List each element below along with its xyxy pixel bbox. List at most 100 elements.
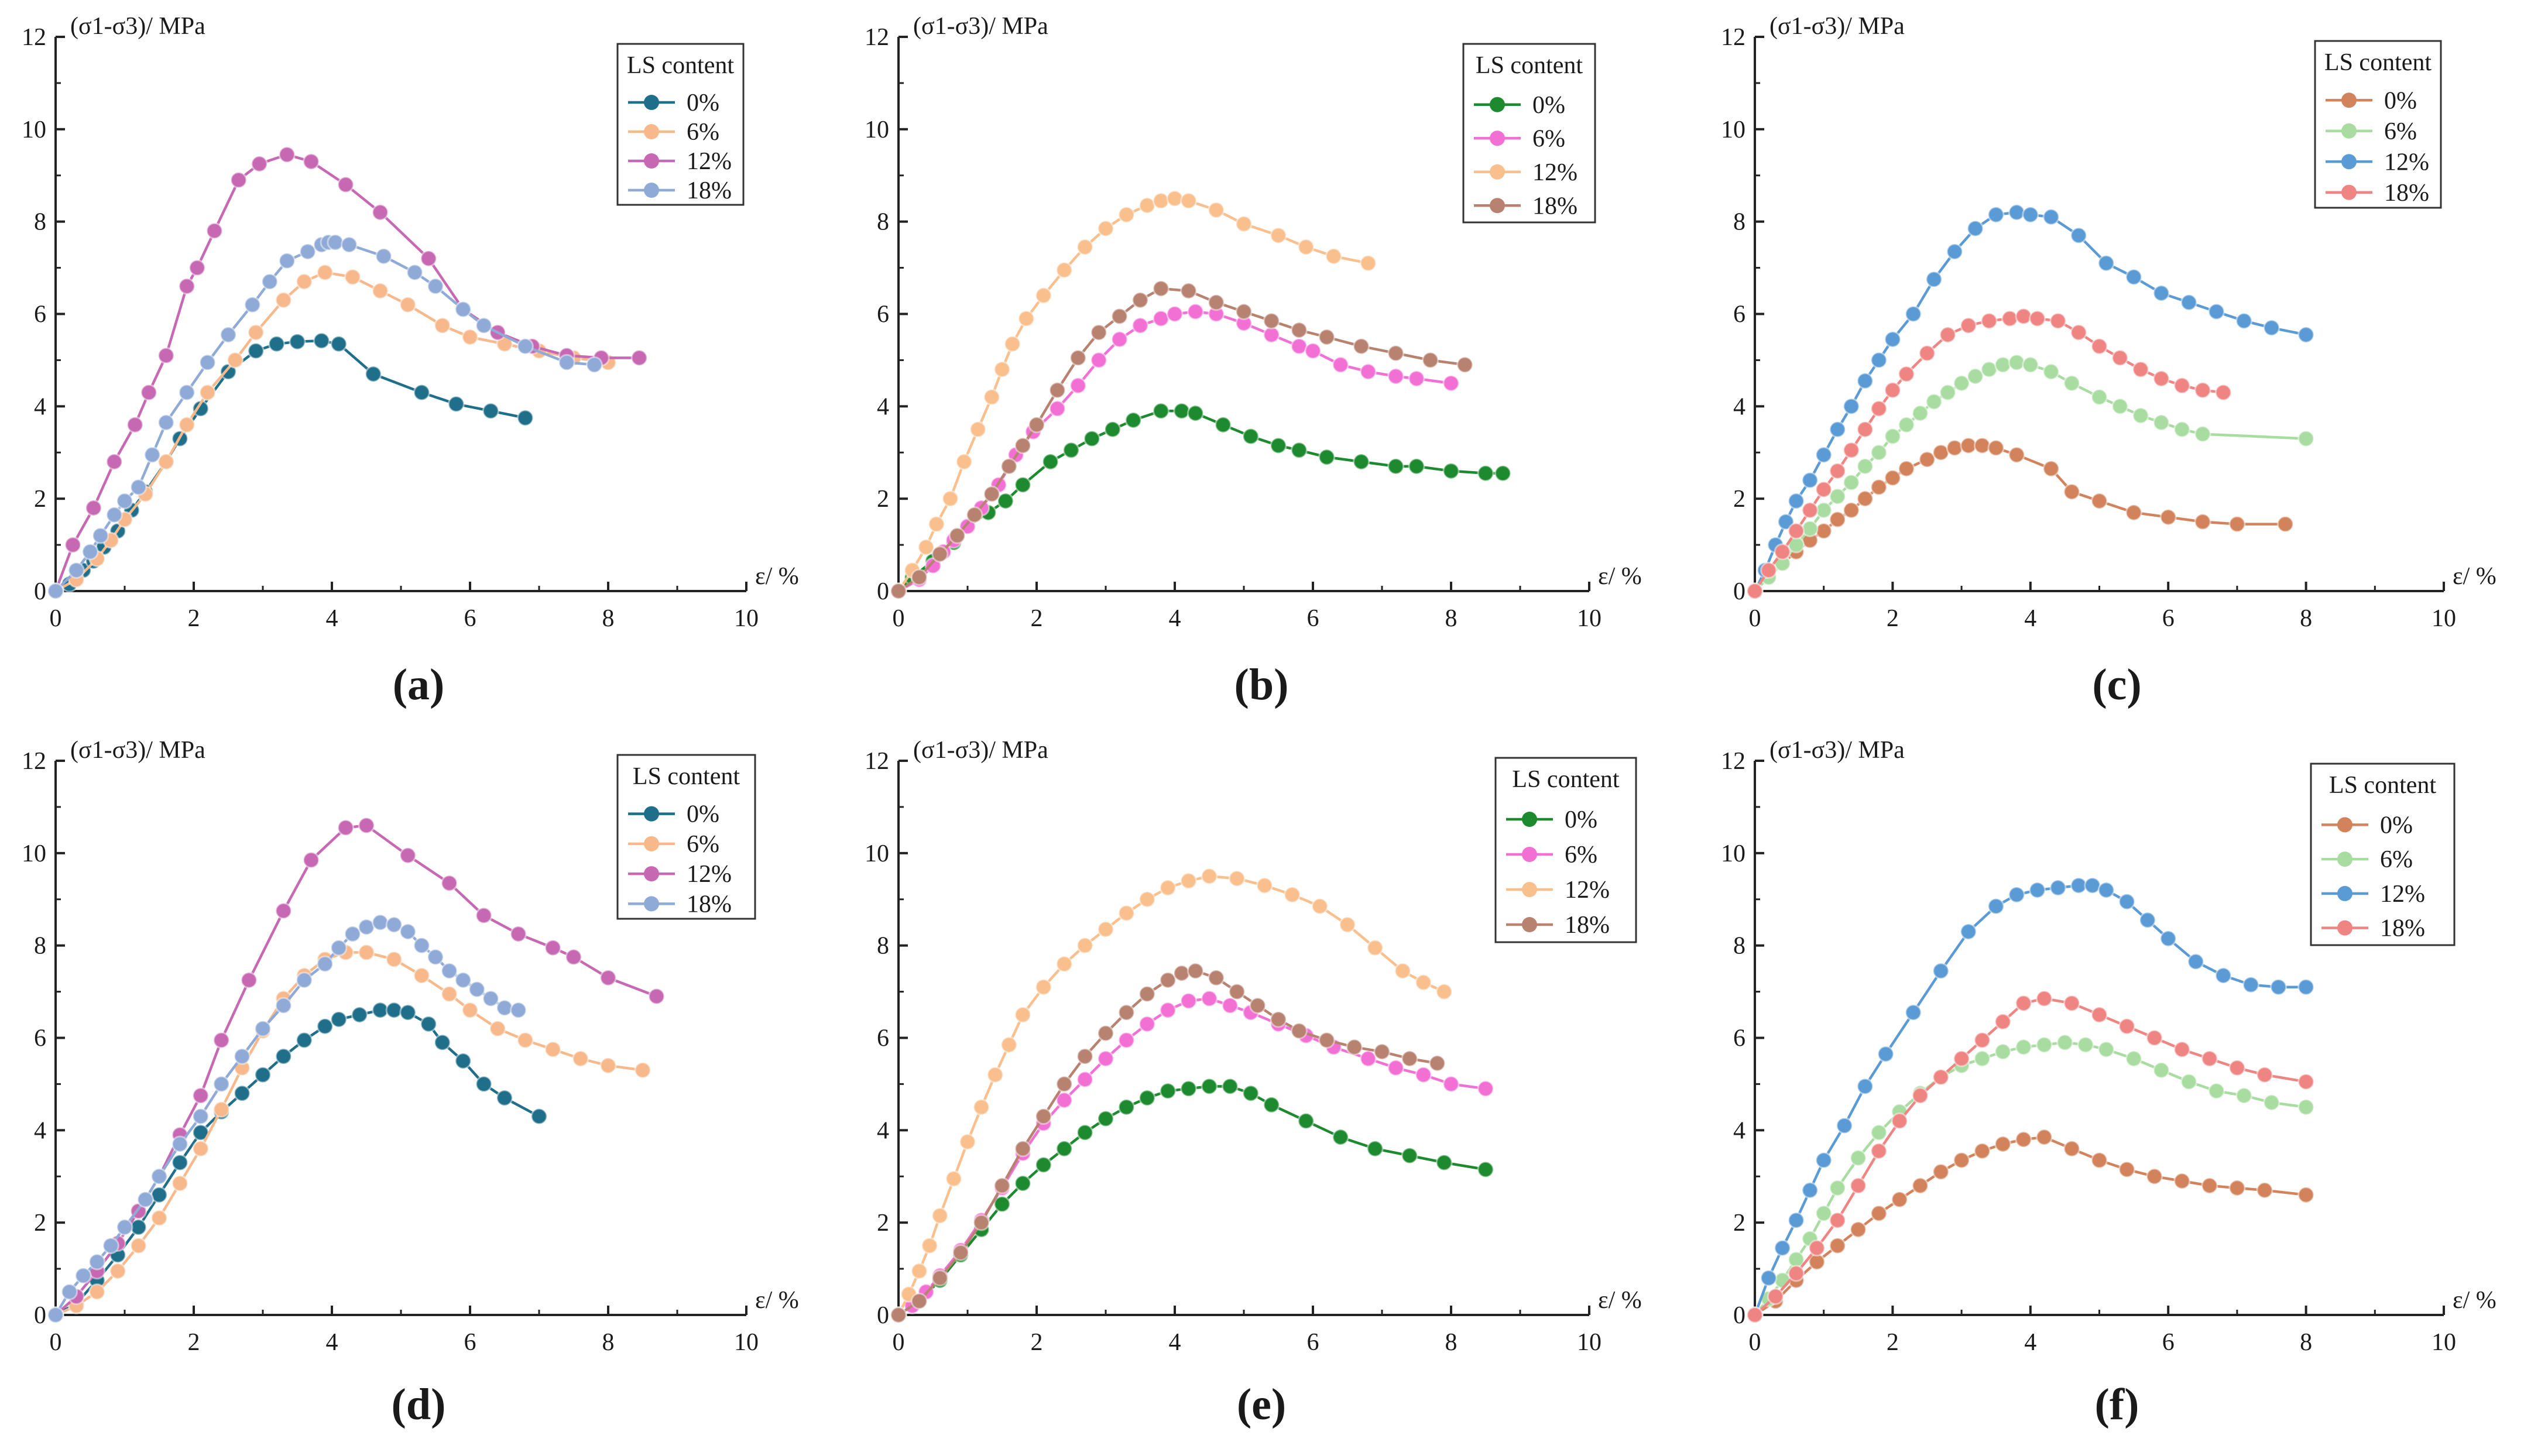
data-point — [427, 277, 444, 295]
data-point — [2297, 1098, 2315, 1116]
data-point — [1117, 1098, 1135, 1116]
data-point — [1870, 1142, 1888, 1160]
series-12pct — [1746, 204, 2315, 600]
data-point — [599, 969, 617, 987]
data-point — [1076, 1124, 1094, 1141]
data-point — [2152, 370, 2170, 387]
data-point — [1042, 453, 1059, 471]
data-point — [2063, 483, 2080, 500]
x-tick-label: 6 — [2162, 605, 2175, 632]
data-point — [251, 155, 268, 173]
legend-entry-label: 12% — [2384, 149, 2429, 176]
data-point — [1994, 356, 2012, 373]
data-point — [2159, 930, 2177, 947]
data-point — [1994, 1043, 2012, 1060]
data-point — [1097, 1110, 1114, 1128]
data-point — [1290, 338, 1308, 355]
data-point — [1290, 321, 1308, 339]
legend-box — [1462, 43, 1596, 224]
y-tick-label: 10 — [22, 116, 46, 143]
data-point — [1014, 476, 1031, 493]
data-point — [489, 1020, 506, 1038]
data-point — [2063, 1140, 2080, 1158]
data-point — [1359, 255, 1377, 272]
data-point — [1221, 1077, 1239, 1095]
data-point — [351, 1006, 368, 1024]
data-point — [1477, 1080, 1494, 1097]
series-line — [897, 310, 1452, 592]
x-tick-label: 2 — [1031, 605, 1043, 632]
data-point — [931, 1207, 949, 1224]
data-point — [1152, 192, 1170, 210]
data-point — [1967, 368, 1984, 385]
data-point — [434, 1033, 451, 1051]
data-point — [385, 950, 403, 968]
panel-label: (d) — [392, 1380, 446, 1429]
data-point — [1339, 916, 1356, 933]
data-point — [1004, 335, 1021, 353]
data-point — [1774, 543, 1791, 561]
data-point — [993, 1177, 1011, 1194]
y-tick-label: 4 — [877, 393, 889, 420]
data-point — [2035, 1128, 2053, 1146]
data-point — [1946, 243, 1963, 260]
x-axis-title: ε/ % — [1598, 563, 1642, 590]
data-point — [983, 485, 1000, 503]
data-point — [2008, 886, 2025, 904]
data-point — [1014, 1175, 1031, 1192]
x-tick-label: 6 — [1307, 1329, 1319, 1356]
data-point — [2201, 1050, 2218, 1067]
data-point — [952, 1244, 969, 1261]
data-point — [1035, 287, 1052, 304]
data-point — [1014, 437, 1031, 454]
x-axis-title: ε/ % — [2453, 563, 2496, 590]
data-point — [192, 1140, 210, 1158]
data-point — [1359, 363, 1377, 380]
data-point — [278, 252, 296, 270]
y-tick-label: 12 — [22, 24, 46, 51]
data-point — [1477, 465, 1494, 482]
data-point — [399, 1004, 417, 1021]
x-tick-label: 2 — [1887, 1329, 1899, 1356]
data-point — [1270, 226, 1287, 244]
data-point — [1387, 368, 1405, 385]
data-point — [1911, 404, 1929, 422]
legend-entry-label: 18% — [687, 177, 732, 204]
data-point — [2015, 1038, 2032, 1056]
data-point — [1138, 197, 1156, 214]
data-point — [1373, 1043, 1391, 1060]
data-point — [1000, 1036, 1018, 1053]
data-point — [2042, 460, 2060, 478]
legend: LS content 0% 6% 12% 18% — [2310, 763, 2456, 946]
data-point — [1208, 969, 1225, 987]
data-point — [420, 1015, 437, 1033]
data-point — [1090, 324, 1107, 341]
data-point — [928, 516, 945, 533]
legend-entry-label: 18% — [2384, 180, 2429, 207]
data-point — [2173, 377, 2191, 394]
x-tick-label: 10 — [1577, 605, 1601, 632]
data-point — [948, 527, 966, 544]
data-point — [102, 1237, 119, 1255]
data-point — [1353, 453, 1370, 471]
data-point — [1918, 451, 1936, 468]
data-point — [212, 1031, 230, 1049]
series-0pct — [47, 1001, 548, 1324]
panel-label: (a) — [393, 660, 445, 709]
data-point — [316, 1018, 334, 1035]
data-point — [2235, 1087, 2253, 1104]
data-point — [1263, 312, 1280, 329]
y-tick-label: 4 — [1733, 1117, 1745, 1144]
legend-swatch-marker — [1522, 882, 1537, 897]
data-point — [1829, 487, 1846, 505]
legend-entry-label: 0% — [2380, 812, 2413, 839]
data-point — [47, 582, 64, 600]
data-point — [1215, 416, 1232, 434]
data-point — [136, 1191, 154, 1208]
data-point — [220, 363, 237, 380]
legend-box — [1494, 757, 1637, 943]
y-tick-label: 12 — [1721, 24, 1745, 51]
data-point — [413, 384, 430, 401]
data-point — [2297, 1186, 2315, 1204]
legend-entry-label: 12% — [687, 861, 732, 888]
